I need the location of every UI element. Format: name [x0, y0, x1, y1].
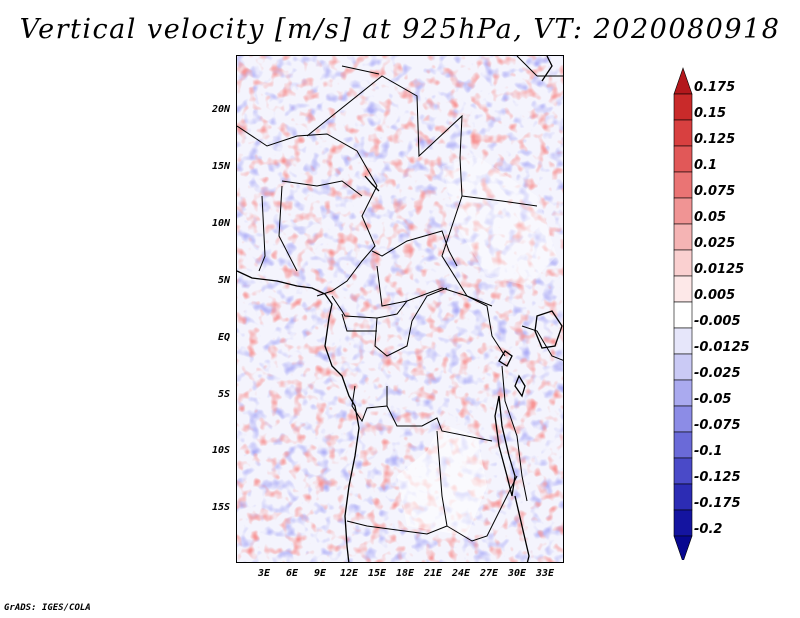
colorbar-label: 0.15	[694, 106, 727, 121]
colorbar-label: 0.0125	[694, 262, 745, 277]
colorbar-segment	[673, 379, 693, 407]
colorbar-segment	[673, 405, 693, 433]
lon-label: 24E	[451, 568, 471, 579]
colorbar-segment	[673, 249, 693, 277]
colorbar-label: 0.025	[694, 236, 736, 251]
colorbar-label: -0.175	[694, 496, 741, 511]
lat-label: 5N	[217, 275, 230, 286]
lat-label: 5S	[217, 389, 230, 400]
colorbar-label: 0.175	[694, 80, 736, 95]
lat-label: EQ	[217, 332, 230, 343]
lon-label: 12E	[339, 568, 359, 579]
lat-label: 20N	[211, 104, 230, 115]
colorbar	[673, 67, 693, 560]
colorbar-segment	[673, 145, 693, 173]
colorbar-label: -0.005	[694, 314, 741, 329]
colorbar-segment	[673, 509, 693, 537]
colorbar-segment	[673, 301, 693, 329]
colorbar-segment	[673, 93, 693, 121]
colorbar-label: -0.1	[694, 444, 723, 459]
colorbar-segment	[673, 327, 693, 355]
credit-text: GrADS: IGES/COLA	[4, 603, 91, 613]
colorbar-label: -0.075	[694, 418, 741, 433]
colorbar-label: -0.125	[694, 470, 741, 485]
lat-label: 15N	[211, 161, 230, 172]
colorbar-label: 0.075	[694, 184, 736, 199]
chart-title: Vertical velocity [m/s] at 925hPa, VT: 2…	[19, 14, 781, 45]
lon-label: 9E	[313, 568, 327, 579]
colorbar-segment	[673, 275, 693, 303]
lon-label: 3E	[257, 568, 271, 579]
colorbar-segment	[673, 483, 693, 511]
colorbar-segment	[673, 353, 693, 381]
velocity-field	[237, 56, 563, 562]
colorbar-label: -0.2	[694, 522, 723, 537]
colorbar-label: -0.0125	[694, 340, 750, 355]
colorbar-segment	[673, 535, 693, 560]
colorbar-segment	[673, 431, 693, 459]
lat-label: 10S	[211, 445, 230, 456]
colorbar-segment	[673, 67, 693, 95]
lat-label: 10N	[211, 218, 230, 229]
colorbar-label: 0.005	[694, 288, 736, 303]
colorbar-segment	[673, 171, 693, 199]
lon-label: 21E	[423, 568, 443, 579]
lon-label: 18E	[395, 568, 415, 579]
colorbar-segment	[673, 457, 693, 485]
coastlines	[237, 56, 563, 562]
lon-label: 27E	[479, 568, 499, 579]
colorbar-label: -0.05	[694, 392, 732, 407]
country-borders	[237, 56, 563, 542]
lon-label: 6E	[285, 568, 299, 579]
lon-label: 30E	[507, 568, 527, 579]
lon-label: 33E	[535, 568, 555, 579]
colorbar-segment	[673, 197, 693, 225]
colorbar-label: 0.125	[694, 132, 736, 147]
colorbar-label: -0.025	[694, 366, 741, 381]
map-panel	[236, 55, 564, 563]
colorbar-label: 0.05	[694, 210, 727, 225]
lat-label: 15S	[211, 502, 230, 513]
lon-label: 15E	[367, 568, 387, 579]
colorbar-label: 0.1	[694, 158, 718, 173]
colorbar-segment	[673, 119, 693, 147]
colorbar-segment	[673, 223, 693, 251]
